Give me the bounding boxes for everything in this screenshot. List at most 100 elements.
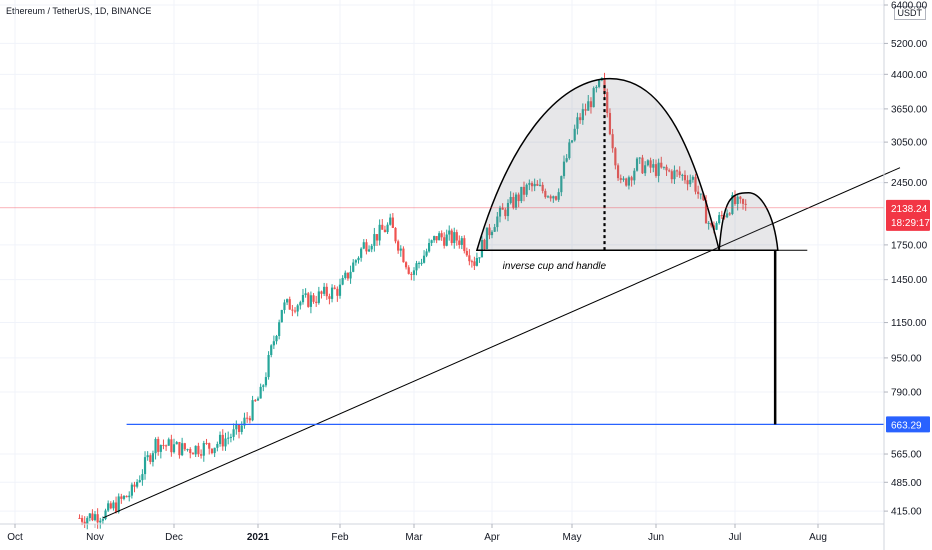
candle-body [644, 165, 647, 174]
candle-body [616, 165, 620, 179]
candle-body [638, 157, 641, 159]
candle-body [280, 309, 283, 323]
candle-body [536, 183, 539, 186]
candle-body [291, 309, 294, 311]
currency-unit-button[interactable]: USDT [893, 6, 926, 20]
candle-body [262, 385, 265, 387]
candle-body [528, 183, 531, 185]
candle-body [333, 287, 336, 289]
candle-body [496, 216, 499, 228]
candle-body [367, 249, 371, 252]
candle-body [394, 227, 397, 242]
candle-body [133, 484, 136, 487]
candle-body [136, 481, 139, 487]
candle-body [86, 518, 89, 525]
candle-body [352, 262, 355, 272]
time-tick-label: Feb [331, 532, 349, 543]
candle-body [646, 160, 649, 166]
price-tick-label: 3650.00 [891, 104, 928, 115]
price-tick-label: 790.00 [891, 388, 922, 399]
candle-body [627, 177, 631, 186]
candle-body [522, 186, 526, 195]
candle-body [557, 192, 560, 200]
candle-body [554, 196, 558, 200]
candles [78, 72, 747, 530]
time-axis[interactable]: Oct Nov Dec 2021 Feb Mar Apr May Jun Jul Aug [0, 523, 884, 543]
candle-body [162, 445, 165, 447]
price-axis[interactable]: 6400.00 5200.00 4400.00 3650.00 3050.00 2450.… [883, 0, 928, 550]
candle-body [694, 176, 697, 192]
candle-body [458, 240, 461, 245]
candle-body [309, 295, 313, 307]
candle-body [165, 445, 168, 447]
candle-body [344, 272, 347, 278]
candle-body [530, 183, 534, 187]
price-tick-label: 2450.00 [891, 178, 928, 189]
candle-body [224, 438, 227, 447]
candle-body [699, 193, 702, 195]
candle-body [189, 449, 192, 454]
candle-body [381, 224, 384, 230]
candle-body [614, 148, 617, 166]
candle-body [420, 262, 423, 264]
candle-body [375, 234, 379, 241]
candle-body [660, 162, 663, 168]
candle-body [635, 158, 639, 171]
candle-body [689, 179, 692, 185]
candle-body [715, 223, 718, 230]
candle-body [199, 454, 203, 456]
chart-title: Ethereum / TetherUS, 1D, BINANCE [6, 6, 152, 16]
price-tick-label: 3050.00 [891, 138, 928, 149]
candle-body [463, 238, 466, 251]
candle-body [304, 293, 307, 295]
candle-body [323, 286, 326, 294]
candle-body [407, 267, 410, 274]
candle-body [549, 196, 552, 199]
time-tick-label: May [563, 532, 582, 543]
candle-body [218, 434, 222, 445]
candle-body [88, 513, 91, 519]
price-tick-label: 950.00 [891, 353, 922, 364]
candle-body [99, 520, 102, 523]
candle-body [686, 180, 689, 185]
candle-body [541, 184, 544, 191]
candle-body [312, 295, 315, 302]
candle-body [402, 248, 405, 263]
candle-body [83, 521, 86, 525]
candle-body [246, 417, 249, 419]
price-tick-label: 5200.00 [891, 39, 928, 50]
candle-body [544, 190, 547, 198]
candle-body [170, 439, 173, 453]
candle-body [509, 196, 512, 203]
candle-body [652, 164, 655, 168]
candle-body [317, 291, 320, 303]
support-price-label: 663.29 [886, 416, 930, 433]
candle-body [552, 196, 555, 199]
candle-body [237, 424, 241, 432]
candle-body [254, 400, 257, 402]
grid [0, 0, 884, 524]
candle-body [498, 207, 502, 217]
candle-body [412, 270, 416, 275]
candle-body [490, 231, 494, 236]
candle-body [512, 196, 515, 208]
candle-body [455, 232, 458, 241]
candle-body [485, 227, 489, 250]
candle-body [370, 245, 373, 250]
candle-body [259, 386, 262, 399]
candle-body [691, 176, 694, 180]
candle-body [483, 239, 486, 250]
handle-arc [718, 191, 779, 251]
candle-body [475, 258, 479, 266]
candle-body [216, 444, 219, 448]
candle-body [501, 207, 504, 210]
candle-body [338, 284, 342, 296]
candle-body [346, 272, 350, 279]
candle-body [649, 160, 652, 168]
candle-body [197, 445, 200, 455]
price-labels: 2138.24 18:29:17 663.29 [886, 199, 930, 433]
candle-body [668, 170, 671, 172]
cup-arc [475, 77, 721, 251]
candle-body [443, 237, 446, 246]
